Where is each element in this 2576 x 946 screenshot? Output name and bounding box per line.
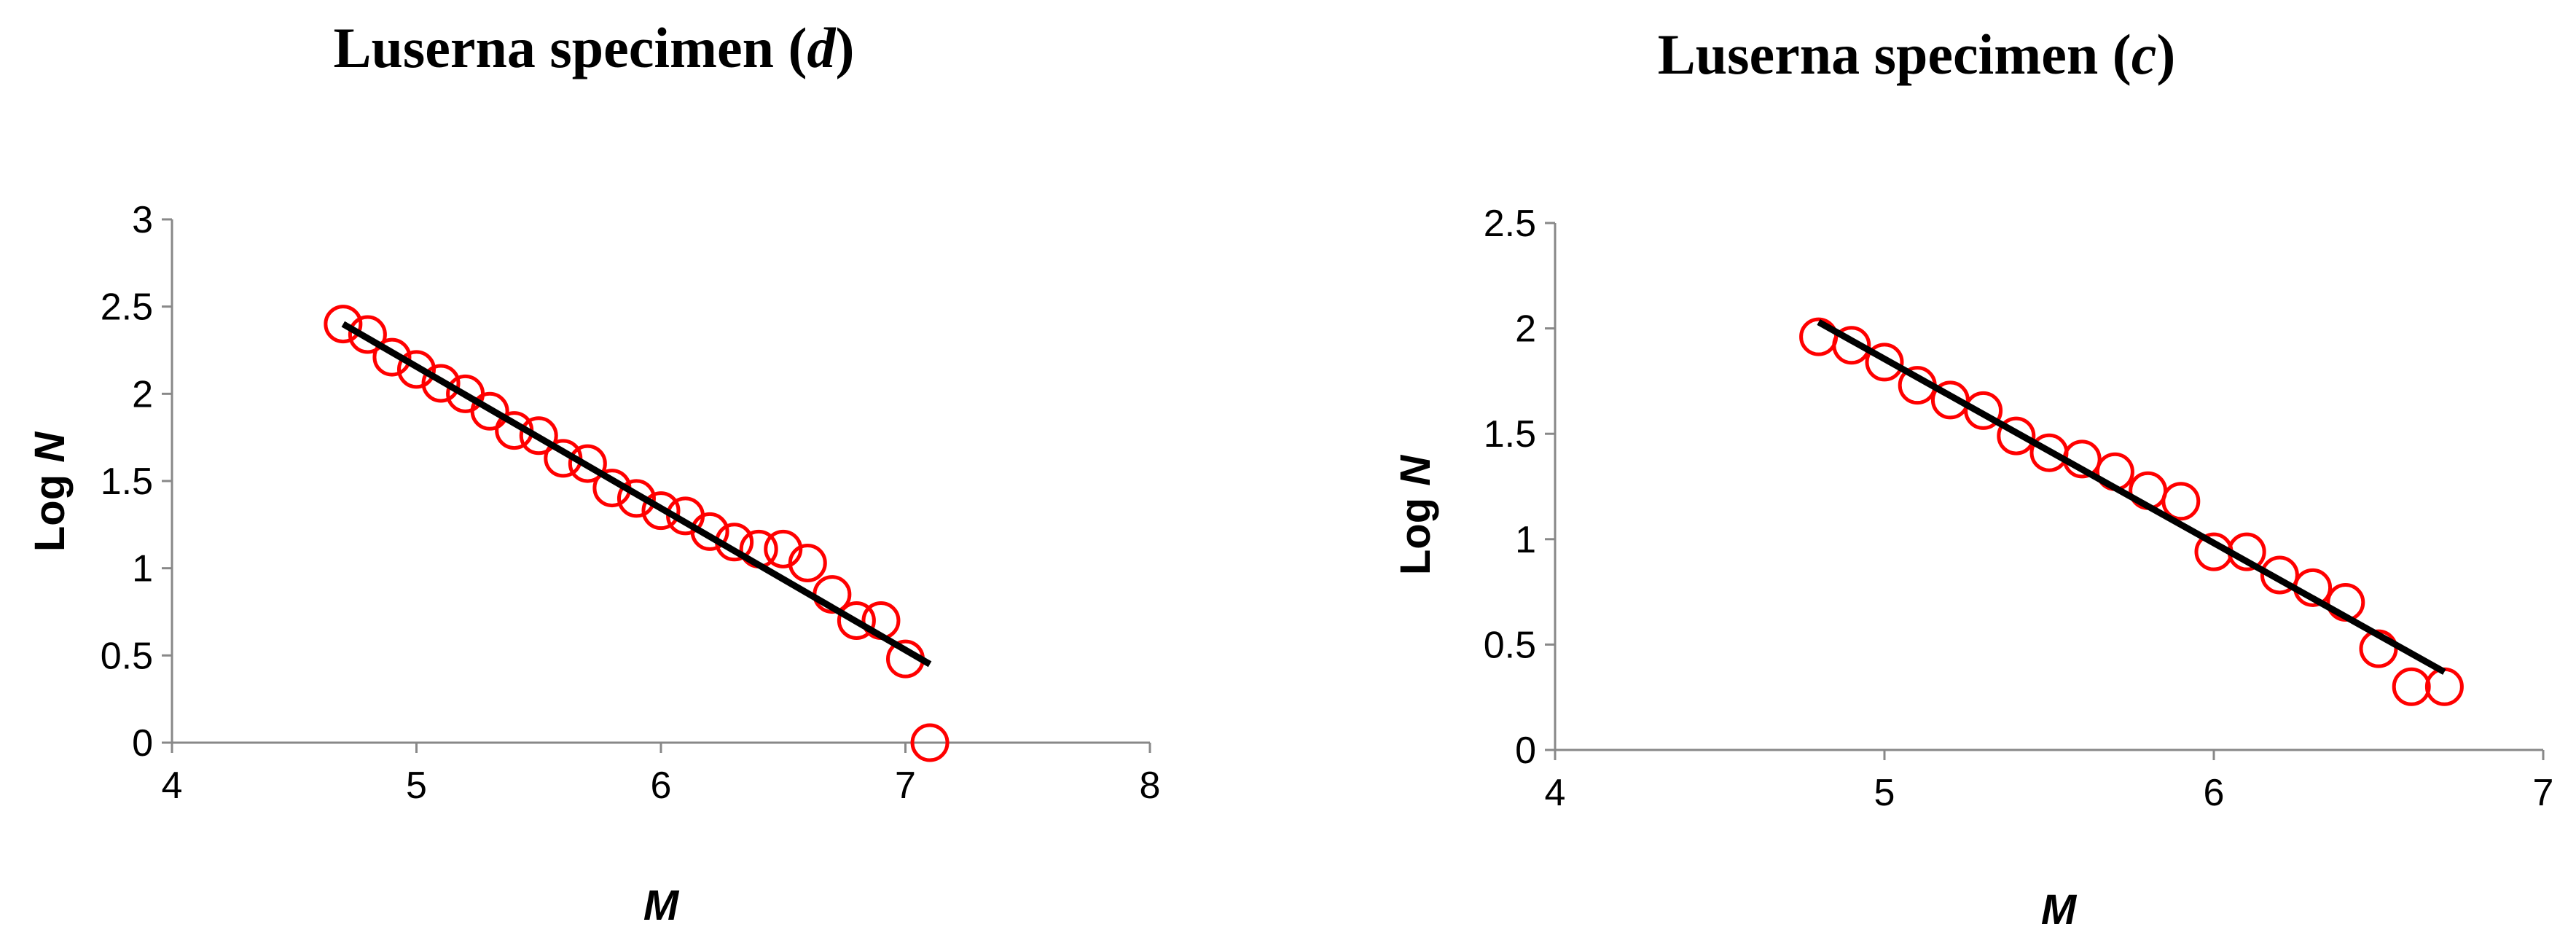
chart-title: Luserna specimen (d) xyxy=(334,16,855,79)
chart-luserna-d: Luserna specimen (d) 4 5 6 7 800.511.522.53 … xyxy=(26,16,1161,929)
trend-line xyxy=(1817,318,2446,675)
y-tick-label: 2.5 xyxy=(101,286,153,329)
y-tick-label: 3 xyxy=(132,199,153,241)
data-point xyxy=(324,305,363,344)
data-point xyxy=(837,601,876,640)
data-point xyxy=(1865,343,1904,382)
y-axis-title: Log N xyxy=(26,431,74,552)
y-tick-label: 0 xyxy=(132,722,153,765)
data-point xyxy=(348,315,387,354)
x-axis-title: M xyxy=(643,882,680,929)
chart-luserna-c: Luserna specimen (c) 4 5 6 700.511.522.5 M … xyxy=(1392,23,2554,934)
y-tick-label: 1.5 xyxy=(101,461,153,503)
x-tick-label: 5 xyxy=(1874,772,1895,814)
y-tick-label: 1 xyxy=(1515,519,1536,561)
data-point xyxy=(519,416,558,456)
x-tick-label: 5 xyxy=(406,765,427,807)
data-point xyxy=(616,479,656,518)
data-point xyxy=(2260,555,2299,595)
data-point xyxy=(764,529,803,568)
data-point xyxy=(2161,482,2201,521)
x-tick-label: 7 xyxy=(895,765,916,807)
y-tick-label: 0.5 xyxy=(101,635,153,677)
x-tick-label: 6 xyxy=(2204,772,2225,814)
data-point xyxy=(397,350,436,389)
data-point xyxy=(1832,326,1871,365)
data-point xyxy=(1997,416,2036,456)
data-point xyxy=(690,512,729,551)
x-axis-title: M xyxy=(2041,886,2078,934)
data-point xyxy=(641,491,681,531)
y-tick-label: 2.5 xyxy=(1484,203,1536,245)
data-point xyxy=(2392,667,2431,706)
chart-title: Luserna specimen (c) xyxy=(1658,23,2176,86)
y-tick-label: 0.5 xyxy=(1484,624,1536,666)
data-point xyxy=(788,543,827,582)
data-point xyxy=(470,391,509,431)
x-tick-label: 4 xyxy=(162,765,183,807)
x-tick-label: 4 xyxy=(1545,772,1566,814)
x-tick-label: 6 xyxy=(651,765,672,807)
y-tick-label: 1 xyxy=(132,548,153,590)
y-tick-label: 2 xyxy=(1515,308,1536,351)
y-tick-label: 2 xyxy=(132,373,153,415)
data-point xyxy=(1964,391,2003,430)
y-tick-label: 0 xyxy=(1515,730,1536,772)
data-point xyxy=(2424,667,2464,706)
x-tick-label: 8 xyxy=(1140,765,1161,807)
data-point xyxy=(421,364,461,403)
data-point xyxy=(372,337,412,377)
trend-line xyxy=(341,321,932,668)
data-point xyxy=(910,723,950,762)
x-tick-label: 7 xyxy=(2533,772,2554,814)
data-point xyxy=(2359,629,2398,668)
y-axis-title: Log N xyxy=(1392,455,1439,575)
data-point xyxy=(568,444,607,483)
y-tick-label: 1.5 xyxy=(1484,413,1536,456)
